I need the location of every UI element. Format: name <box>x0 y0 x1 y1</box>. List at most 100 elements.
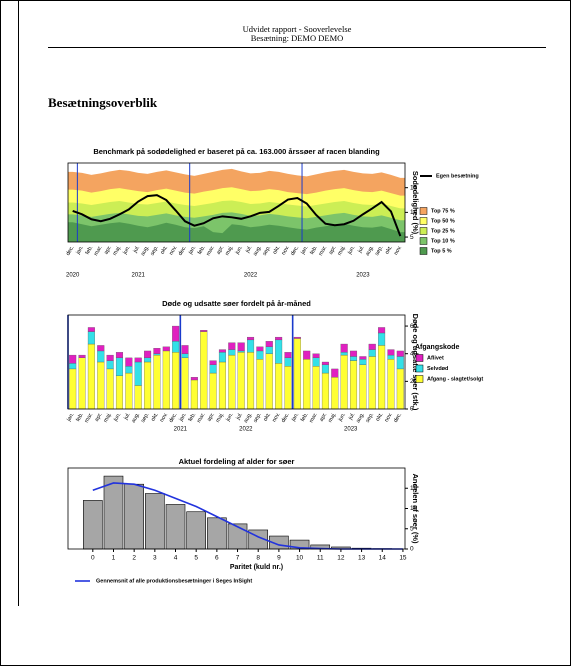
benchmark-band <box>68 222 405 242</box>
x-tick-label: mar. <box>206 244 217 257</box>
legend-swatch <box>419 247 428 255</box>
bar-segment <box>237 352 245 410</box>
bar-segment <box>331 368 339 378</box>
bar-segment <box>172 325 180 342</box>
x-tick-label: jan. <box>187 244 197 256</box>
x-tick-label: nov. <box>384 411 394 423</box>
bar-segment <box>237 350 245 353</box>
bar-segment <box>97 361 105 410</box>
legend-label: Top 25 % <box>431 228 455 234</box>
bar-segment <box>125 372 133 410</box>
bar-segment <box>256 350 264 360</box>
bar-segment <box>247 339 255 353</box>
bar-segment <box>69 368 77 410</box>
bar-segment <box>349 356 358 361</box>
x-tick-label: nov. <box>168 244 178 256</box>
bar-segment <box>340 354 348 410</box>
bar-segment <box>125 365 133 374</box>
bar-segment <box>144 361 152 410</box>
bar-segment <box>106 354 114 361</box>
y-tick-label: 0 <box>410 406 414 413</box>
bar-segment <box>209 364 217 374</box>
bar-segment <box>359 356 367 360</box>
bar-segment <box>349 350 358 357</box>
x-tick-label: nov. <box>281 244 291 256</box>
bar-segment <box>275 336 283 341</box>
bar <box>145 493 165 550</box>
x-tick-label: 10 <box>296 555 304 562</box>
x-tick-label: aug. <box>243 411 254 424</box>
x-tick-label: apr. <box>319 411 329 422</box>
x-tick-label: aug. <box>365 244 376 257</box>
bar-segment <box>368 349 376 357</box>
legend-label: Top 10 % <box>431 238 455 244</box>
x-tick-label: mar. <box>196 411 207 424</box>
bar-segment <box>265 341 273 347</box>
x-tick-label: feb. <box>75 411 85 422</box>
x-tick-label: dec. <box>178 244 189 256</box>
bar-segment <box>69 363 77 370</box>
bar-segment <box>237 342 245 352</box>
bar-segment <box>312 353 320 359</box>
x-tick-label: jan. <box>75 244 85 256</box>
x-tick-label: aug. <box>131 411 142 424</box>
x-tick-label: jul. <box>357 244 366 254</box>
x-tick-label: feb. <box>197 244 207 255</box>
x-tick-label: nov. <box>271 411 281 423</box>
bar-segment <box>181 357 189 410</box>
bar <box>103 475 124 550</box>
year-label: 2020 <box>66 273 80 279</box>
bar-segment <box>387 359 395 410</box>
bar-segment <box>200 331 208 410</box>
plot-frame <box>67 314 406 410</box>
x-tick-label: okt. <box>272 244 282 255</box>
x-tick-label: mar. <box>318 244 329 257</box>
x-tick-label: apr. <box>94 411 104 422</box>
bar-segment <box>256 346 264 352</box>
x-tick-label: jan. <box>66 411 76 423</box>
bar-segment <box>78 354 86 359</box>
x-tick-label: jan. <box>178 411 188 423</box>
legend-title: Afgangskode <box>415 344 459 351</box>
x-tick-label: jan. <box>300 244 310 256</box>
x-tick-label: jun. <box>346 244 356 256</box>
x-tick-label: apr. <box>103 244 113 255</box>
x-tick-label: jun. <box>122 244 132 256</box>
bar-segment <box>303 350 311 360</box>
bar-segment <box>368 343 376 350</box>
legend-swatch <box>419 237 428 245</box>
x-tick-label: maj. <box>337 244 348 256</box>
bar-segment <box>162 350 170 410</box>
x-tick-label: sep. <box>374 244 385 256</box>
x-tick-label: okt. <box>263 411 273 422</box>
y-tick-label: 10 <box>410 505 418 512</box>
y-tick-label: 5 <box>410 234 414 241</box>
legend-label: Gennemsnit af alle produktionsbesætninge… <box>96 578 252 584</box>
x-tick-label: maj. <box>224 244 235 256</box>
x-tick-label: jan. <box>290 411 300 423</box>
x-tick-label: jun. <box>234 244 244 256</box>
x-tick-label: apr. <box>216 244 226 255</box>
bar-segment <box>228 349 236 356</box>
bar-segment <box>218 361 226 410</box>
bar-segment <box>181 345 189 354</box>
bar-segment <box>247 336 255 341</box>
bar <box>124 483 144 550</box>
bar-segment <box>209 372 217 410</box>
legend-swatch <box>415 375 424 383</box>
x-tick-label: maj. <box>112 244 123 256</box>
y-tick-label: 40 <box>410 350 418 357</box>
legend-label: Top 75 % <box>431 208 455 214</box>
y-tick-label: 10 <box>410 209 418 216</box>
bar-segment <box>359 364 367 410</box>
year-label: 2022 <box>244 273 258 279</box>
bar-segment <box>172 341 180 353</box>
x-tick-label: sep. <box>252 411 263 423</box>
bar-segment <box>87 327 95 332</box>
x-tick-label: sep. <box>150 244 161 256</box>
x-tick-label: 7 <box>236 555 240 562</box>
bar-segment <box>321 372 329 410</box>
chart-title: Døde og udsatte søer fordelt på år-måned <box>162 299 311 308</box>
